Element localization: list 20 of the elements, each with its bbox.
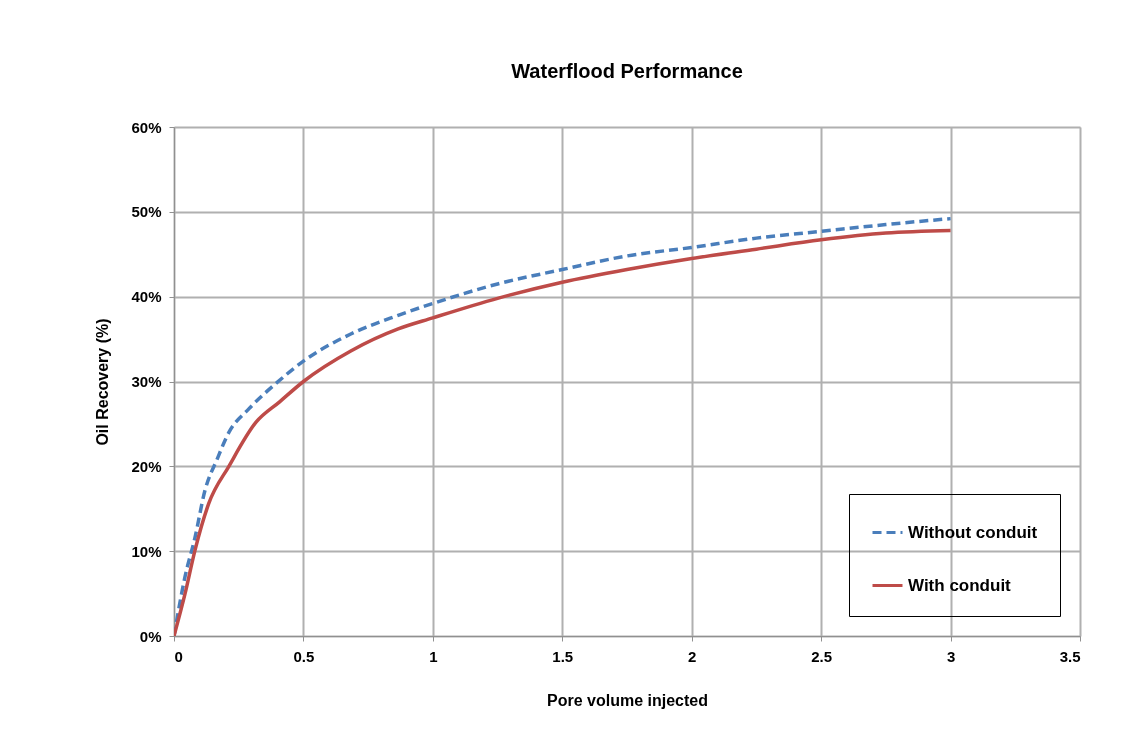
y-tick-label: 10% [131, 542, 162, 560]
y-tick-label: 50% [131, 203, 162, 221]
x-tick-label: 3.5 [1059, 647, 1081, 665]
y-axis-title: Oil Recovery (%) [94, 318, 112, 446]
x-tick-label: 1.5 [552, 647, 574, 665]
y-tick-label: 0% [139, 627, 162, 645]
legend-label: Without conduit [908, 522, 1038, 542]
y-tick-label: 40% [131, 288, 162, 306]
y-tick-label: 60% [131, 118, 162, 136]
x-tick-label: 3 [946, 647, 956, 665]
x-tick-label: 2.5 [811, 647, 833, 665]
chart-title: Waterflood Performance [511, 60, 743, 82]
x-tick-label: 1 [429, 647, 438, 665]
y-tick-label: 30% [131, 373, 162, 390]
x-tick-label: 0.5 [293, 647, 315, 665]
x-tick-label: 0 [174, 647, 183, 665]
legend-label: With conduit [908, 575, 1012, 595]
x-tick-label: 2 [688, 647, 697, 665]
y-tick-label: 20% [131, 457, 162, 475]
x-axis-title: Pore volume injected [547, 691, 708, 709]
